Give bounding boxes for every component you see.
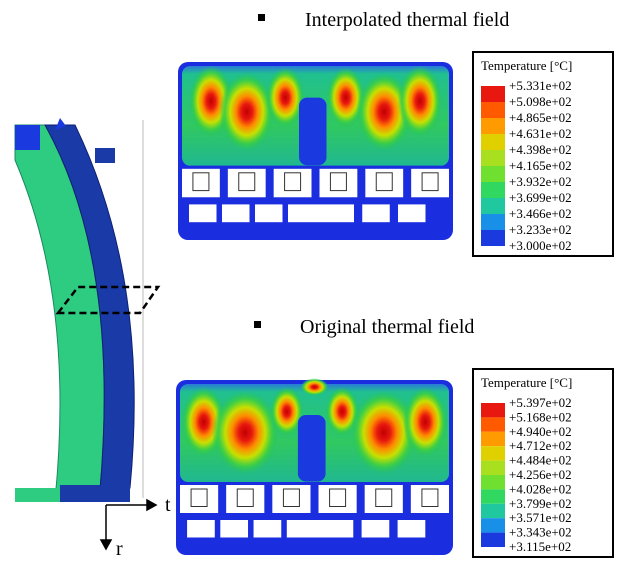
legend-label: +4.484e+02 (509, 453, 572, 468)
legend-label: +3.115e+02 (509, 539, 571, 554)
legend-label: +3.233e+02 (509, 222, 572, 237)
legend-swatch (481, 403, 505, 417)
legend-swatch (481, 182, 505, 198)
legend-label: +5.098e+02 (509, 94, 572, 109)
slot (398, 520, 426, 538)
legend-label: +5.331e+02 (509, 78, 572, 93)
legend-swatch (481, 166, 505, 182)
legend-label: +5.168e+02 (509, 409, 572, 424)
legend-label: +4.712e+02 (509, 438, 572, 453)
legend: Temperature [°C] +5.397e+02+5.168e+02+4.9… (473, 369, 613, 557)
legend-swatch (481, 504, 505, 518)
legend-swatch (481, 533, 505, 547)
panel-title: Original thermal field (300, 316, 474, 338)
legend-label: +4.028e+02 (509, 481, 572, 496)
hot-spot (219, 73, 274, 151)
legend-label: +3.343e+02 (509, 525, 572, 540)
legend-label: +5.397e+02 (509, 395, 572, 410)
legend: Temperature [°C] +5.331e+02+5.098e+02+4.8… (473, 52, 613, 256)
legend-label: +4.865e+02 (509, 110, 572, 125)
legend-swatch (481, 214, 505, 230)
slot (255, 204, 283, 222)
legend-swatch (481, 489, 505, 503)
legend-swatch (481, 461, 505, 475)
legend-label: +3.699e+02 (509, 190, 572, 205)
legend-swatch (481, 417, 505, 431)
hot-spot (301, 378, 329, 396)
legend-title: Temperature [°C] (481, 375, 572, 390)
slot (220, 520, 248, 538)
slot (187, 520, 215, 538)
slot (398, 204, 426, 222)
legend-label: +4.940e+02 (509, 424, 572, 439)
legend-swatch (481, 86, 505, 102)
slot (288, 204, 354, 222)
legend-swatch (481, 230, 505, 246)
cool-gap (299, 98, 327, 166)
hot-spot (266, 67, 305, 128)
legend-label: +4.165e+02 (509, 158, 572, 173)
legend-label: +3.571e+02 (509, 510, 572, 525)
slot (189, 204, 217, 222)
figure: t r Interpolated thermal field Original … (0, 0, 618, 564)
axis-t: t (165, 494, 171, 516)
bullet (258, 14, 265, 21)
legend-label: +3.466e+02 (509, 206, 572, 221)
axes (101, 500, 156, 549)
legend-swatch (481, 198, 505, 214)
panel-title: Interpolated thermal field (305, 9, 509, 31)
component (15, 118, 158, 502)
cool-gap (298, 415, 326, 482)
hot-spot (212, 391, 278, 475)
legend-label: +3.799e+02 (509, 496, 572, 511)
legend-swatch (481, 118, 505, 134)
slot (254, 520, 282, 538)
bullet (254, 321, 261, 328)
hot-spot (398, 66, 442, 137)
legend-swatch (481, 102, 505, 118)
legend-swatch (481, 446, 505, 460)
slot (362, 520, 390, 538)
slot (287, 520, 353, 538)
legend-title: Temperature [°C] (481, 58, 572, 73)
axis-r: r (116, 538, 123, 560)
legend-label: +4.256e+02 (509, 467, 572, 482)
legend-swatch (481, 475, 505, 489)
slot (362, 204, 390, 222)
legend-label: +4.398e+02 (509, 142, 572, 157)
legend-swatch (481, 134, 505, 150)
thermal-map (176, 378, 453, 555)
thermal-map (178, 62, 453, 240)
hot-spot (403, 387, 447, 457)
legend-swatch (481, 518, 505, 532)
slot (222, 204, 250, 222)
legend-label: +3.932e+02 (509, 174, 572, 189)
legend-swatch (481, 432, 505, 446)
legend-label: +4.631e+02 (509, 126, 572, 141)
legend-swatch (481, 150, 505, 166)
legend-label: +3.000e+02 (509, 238, 572, 253)
